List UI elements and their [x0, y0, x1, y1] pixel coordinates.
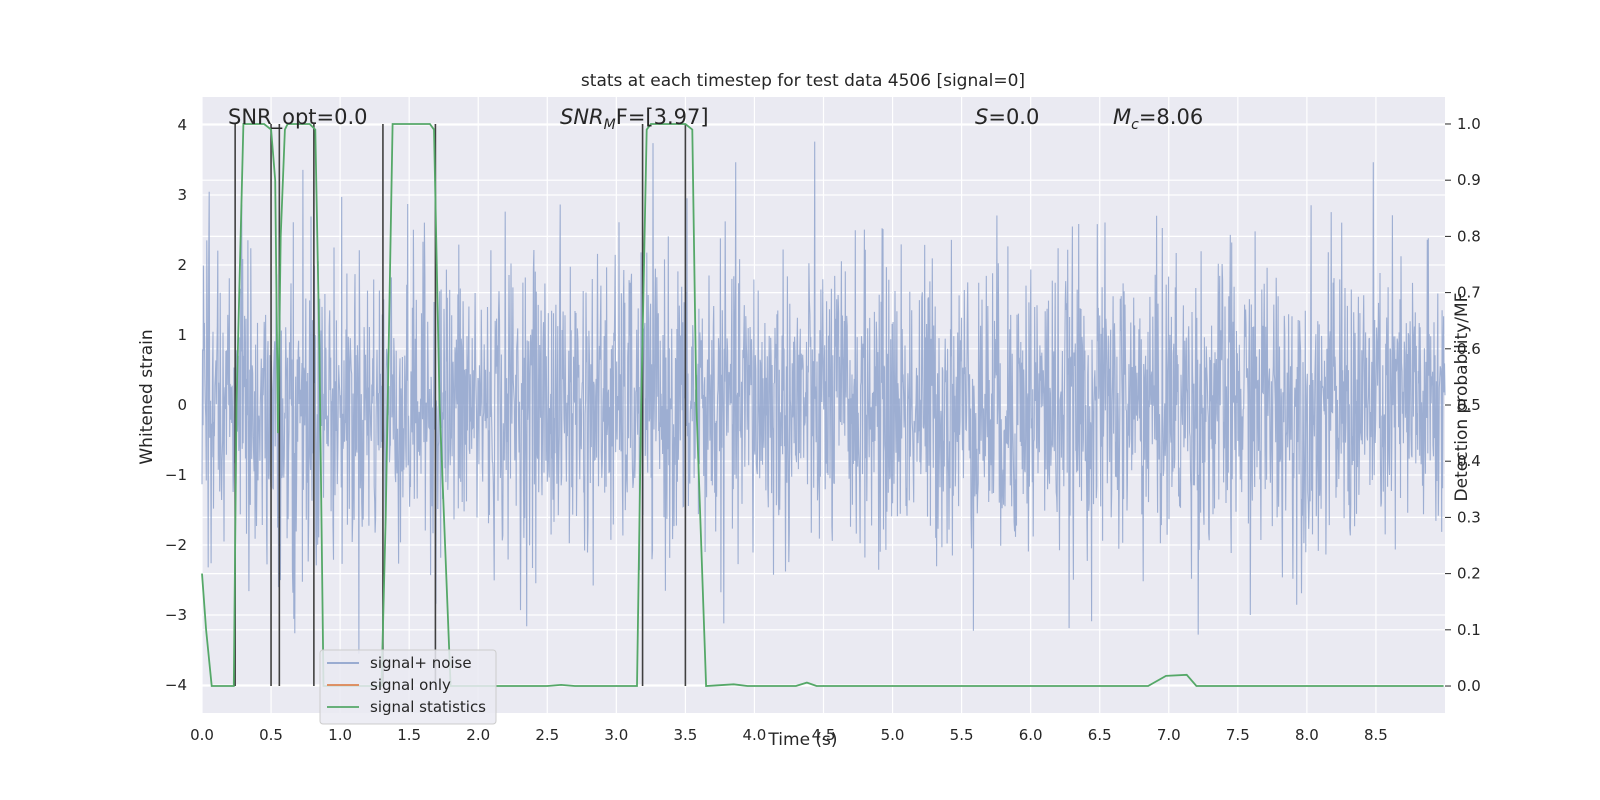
x-tick-label: 7.0: [1157, 726, 1181, 744]
x-tick-label: 2.5: [535, 726, 559, 744]
x-tick-label: 8.0: [1295, 726, 1319, 744]
y-left-tick-label: 2: [177, 256, 187, 274]
y-left-tick-label: 1: [177, 326, 187, 344]
y-right-tick-label: 0.9: [1457, 171, 1481, 189]
chart-title: stats at each timestep for test data 450…: [581, 71, 1025, 91]
legend-label-noise: signal+ noise: [370, 654, 472, 672]
y-left-tick-label: −4: [165, 676, 187, 694]
legend: signal+ noise signal only signal statist…: [319, 649, 497, 725]
y-left-axis-label: Whitened strain: [137, 329, 157, 464]
y-right-tick-label: 0.5: [1457, 396, 1481, 414]
y-right-tick-label: 0.3: [1457, 508, 1481, 526]
x-tick-label: 3.5: [673, 726, 697, 744]
snr-opt-annotation: SNR_opt=0.0: [228, 105, 368, 130]
x-tick-label: 4.5: [812, 726, 836, 744]
s-annotation: S=0.0: [975, 105, 1039, 129]
snr-mf-annotation: SNRMF=[3.97]: [560, 105, 709, 133]
legend-label-statistics: signal statistics: [370, 698, 486, 716]
x-tick-label: 1.5: [397, 726, 421, 744]
x-tick-labels: 0.0 0.5 1.0 1.5 2.0 2.5 3.0 3.5 4.0 4.5 5.0 5.5 6.0 6…: [190, 726, 1388, 744]
x-tick-label: 0.5: [259, 726, 283, 744]
signal-statistics-line: [201, 123, 1444, 687]
x-tick-label: 2.0: [466, 726, 490, 744]
x-tick-label: 3.0: [604, 726, 628, 744]
marker-lines: [234, 123, 687, 687]
y-left-tick-label: −3: [165, 606, 187, 624]
noise-line: [201, 141, 1446, 654]
legend-box: [319, 649, 497, 725]
x-tick-label: 7.5: [1226, 726, 1250, 744]
y-right-tick-label: 0.6: [1457, 340, 1481, 358]
y-left-tick-label: 0: [177, 396, 187, 414]
x-tick-label: 8.5: [1364, 726, 1388, 744]
noise-series: [201, 141, 1446, 654]
legend-label-signal-only: signal only: [370, 676, 451, 694]
x-tick-label: 5.5: [950, 726, 974, 744]
x-tick-label: 5.0: [881, 726, 905, 744]
y-left-tick-label: 4: [177, 116, 187, 134]
x-tick-label: 1.0: [328, 726, 352, 744]
y-right-tick-label: 0.7: [1457, 284, 1481, 302]
x-tick-label: 0.0: [190, 726, 214, 744]
mc-annotation: Mc=8.06: [1113, 105, 1203, 133]
y-left-tick-label: −2: [165, 536, 187, 554]
x-axis-label: Time (s): [767, 730, 837, 750]
y-right-tick-label: 0.1: [1457, 621, 1481, 639]
y-right-tick-label: 0.2: [1457, 565, 1481, 583]
y-right-tick-label: 0.0: [1457, 677, 1481, 695]
y-left-tick-labels: −4 −3 −2 −1 0 1 2 3 4: [165, 116, 187, 694]
y-right-tick-labels: 0.0 0.1 0.2 0.3 0.4 0.5 0.6 0.7 0.8 0.9 1.0: [1445, 115, 1481, 695]
x-tick-label: 6.0: [1019, 726, 1043, 744]
y-left-tick-label: 3: [177, 186, 187, 204]
y-right-tick-label: 0.8: [1457, 227, 1481, 245]
y-right-axis-label: Detection probability/MF: [1452, 293, 1472, 502]
y-left-tick-label: −1: [165, 466, 187, 484]
x-tick-label: 4.0: [743, 726, 767, 744]
y-right-tick-label: 1.0: [1457, 115, 1481, 133]
x-tick-label: 6.5: [1088, 726, 1112, 744]
y-right-tick-label: 0.4: [1457, 452, 1481, 470]
